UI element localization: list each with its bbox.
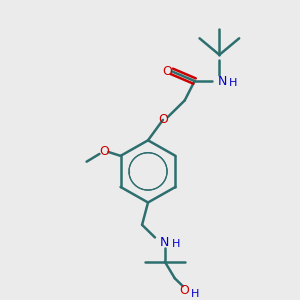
Text: O: O: [180, 284, 190, 297]
Text: H: H: [172, 239, 180, 249]
Text: O: O: [100, 146, 110, 158]
Text: H: H: [229, 78, 237, 88]
Text: O: O: [158, 113, 168, 126]
Text: O: O: [162, 65, 172, 78]
Text: H: H: [190, 289, 199, 299]
Text: N: N: [160, 236, 170, 249]
Text: N: N: [218, 75, 227, 88]
